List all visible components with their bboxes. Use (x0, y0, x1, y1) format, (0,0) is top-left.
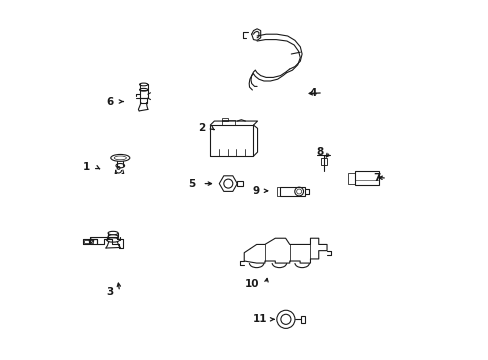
Ellipse shape (111, 154, 129, 161)
Ellipse shape (108, 235, 118, 238)
Bar (84, 240, 93, 243)
Bar (210, 125, 253, 156)
Text: 9: 9 (252, 186, 260, 196)
Bar (348, 173, 355, 184)
Text: 7: 7 (372, 173, 380, 183)
Ellipse shape (106, 238, 120, 242)
Ellipse shape (139, 89, 147, 91)
Bar (222, 118, 227, 121)
Text: 10: 10 (244, 279, 259, 289)
Text: 2: 2 (197, 123, 204, 133)
Bar (139, 90, 147, 98)
Ellipse shape (139, 83, 147, 86)
Ellipse shape (108, 231, 118, 235)
Bar (301, 316, 305, 323)
Text: 6: 6 (106, 96, 114, 107)
Text: 8: 8 (316, 147, 323, 157)
Text: 4: 4 (308, 88, 316, 98)
Text: 11: 11 (252, 314, 266, 324)
Bar (276, 188, 280, 195)
Bar (222, 120, 234, 125)
Bar (237, 181, 242, 186)
Bar (140, 98, 147, 103)
Bar (280, 187, 304, 196)
Text: 1: 1 (83, 162, 90, 172)
Bar (320, 158, 326, 165)
Text: 5: 5 (188, 179, 196, 189)
Text: 3: 3 (105, 287, 113, 297)
Bar (355, 171, 378, 185)
